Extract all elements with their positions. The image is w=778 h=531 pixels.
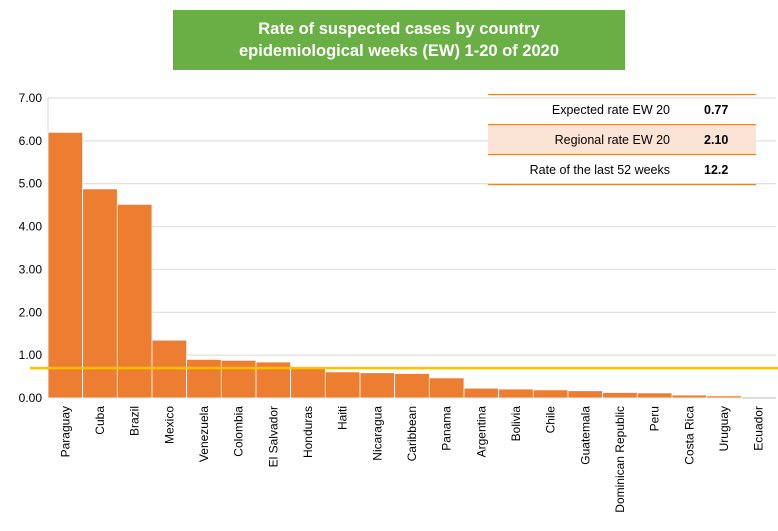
stat-value: 2.10 [704, 132, 729, 147]
bar [602, 392, 638, 399]
x-tick-label: El Salvador [266, 406, 280, 467]
y-tick-label: 2.00 [19, 305, 43, 319]
x-tick-label: Honduras [301, 406, 315, 458]
x-tick-label: Bolivia [509, 406, 523, 442]
stats-table: Expected rate EW 20 0.77 Regional rate E… [488, 94, 756, 185]
x-tick-label: Uruguay [717, 406, 731, 451]
y-tick-label: 5.00 [19, 177, 43, 191]
y-tick-label: 3.00 [19, 262, 43, 276]
bar [324, 371, 361, 399]
y-tick-label: 0.00 [19, 391, 43, 405]
bar [116, 203, 153, 399]
x-tick-label: Colombia [232, 406, 246, 457]
bar [463, 387, 500, 399]
y-tick-label: 6.00 [19, 134, 43, 148]
stat-value: 12.2 [704, 162, 729, 177]
x-tick-label: Caribbean [405, 406, 419, 461]
bar [186, 359, 222, 399]
bar [359, 372, 396, 399]
x-tick-label: Costa Rica [682, 406, 696, 465]
bar [636, 392, 673, 399]
stat-value: 0.77 [704, 102, 729, 117]
stat-row-regional-rate: Regional rate EW 20 2.10 [488, 125, 756, 155]
x-tick-label: Haiti [336, 406, 350, 430]
bar [567, 390, 604, 399]
bar [532, 389, 569, 399]
x-tick-label: Brazil [128, 406, 142, 436]
bar [706, 395, 742, 399]
chart-title-box: Rate of suspected cases by country epide… [173, 10, 625, 70]
bar [290, 366, 326, 399]
bar [428, 377, 465, 399]
bar [394, 373, 430, 399]
stat-label: Rate of the last 52 weeks [529, 162, 670, 177]
y-tick-label: 7.00 [19, 91, 43, 105]
chart-title-line-2: epidemiological weeks (EW) 1-20 of 2020 [238, 42, 560, 60]
x-tick-label: Cuba [93, 406, 107, 435]
chart-title-line-1: Rate of suspected cases by country [258, 20, 540, 38]
x-tick-label: Panama [440, 406, 454, 451]
bar [498, 388, 534, 399]
bar [220, 359, 257, 399]
x-tick-label: Argentina [474, 406, 488, 458]
stat-label: Expected rate EW 20 [551, 102, 670, 117]
bar [671, 394, 708, 399]
x-tick-label: Chile [544, 406, 558, 434]
y-tick-label: 4.00 [19, 220, 43, 234]
bar [47, 131, 84, 399]
x-tick-label: Dominican Republic [613, 406, 627, 513]
x-tick-label: Paraguay [58, 406, 72, 457]
x-tick-label: Venezuela [197, 406, 211, 462]
x-tick-label: Peru [648, 406, 662, 431]
x-tick-label: Guatemala [578, 406, 592, 465]
stat-row-last-52-weeks: Rate of the last 52 weeks 12.2 [488, 155, 756, 185]
x-tick-label: Nicaragua [370, 406, 384, 461]
stat-row-expected-rate: Expected rate EW 20 0.77 [488, 94, 756, 125]
x-tick-label: Mexico [162, 406, 176, 444]
y-tick-label: 1.00 [19, 348, 43, 362]
bar [82, 188, 118, 399]
x-tick-label: Ecuador [752, 406, 766, 451]
stat-label: Regional rate EW 20 [554, 132, 670, 147]
